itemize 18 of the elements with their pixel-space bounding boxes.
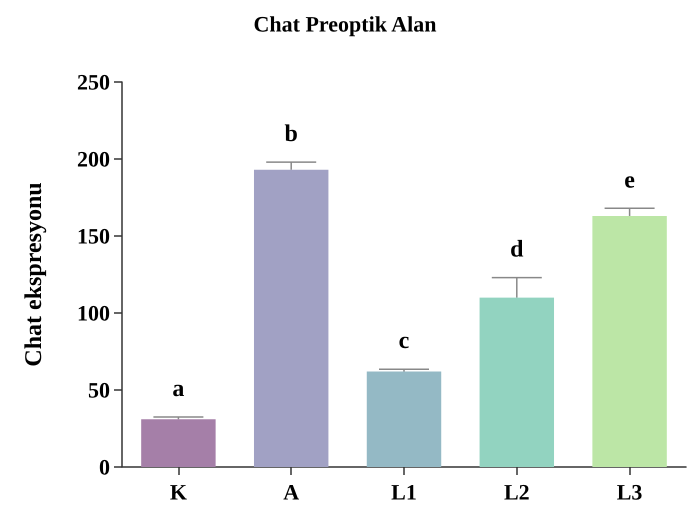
x-tick-label: K: [170, 480, 187, 504]
chart-title: Chat Preoptik Alan: [254, 12, 436, 36]
y-tick-label: 150: [77, 224, 110, 248]
annotation: a: [172, 376, 184, 402]
y-tick-label: 250: [77, 70, 110, 94]
y-axis-title: Chat ekspresyonu: [21, 182, 47, 367]
x-tick-label: L2: [504, 480, 530, 504]
annotation: d: [510, 236, 524, 263]
y-tick-label: 100: [77, 300, 110, 326]
annotation: e: [624, 167, 636, 194]
y-tick-label: 200: [77, 146, 110, 172]
x-tick-label: A: [283, 480, 300, 504]
y-tick-label: 50: [88, 378, 110, 402]
y-tick-label: 0: [99, 454, 110, 480]
x-tick-label: L3: [616, 480, 642, 504]
annotation: b: [284, 121, 298, 148]
annotation: c: [398, 328, 410, 354]
x-tick-label: L1: [391, 480, 417, 504]
